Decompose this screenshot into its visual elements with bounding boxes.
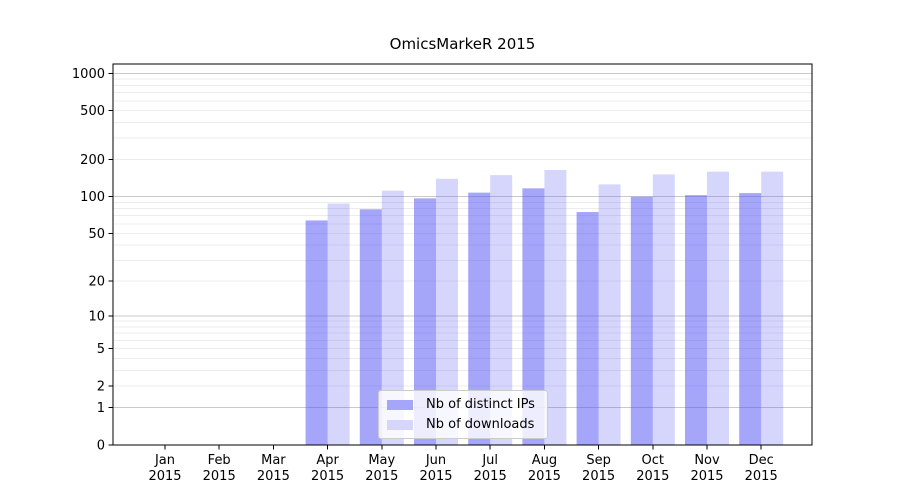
bar-downloads-jul xyxy=(490,175,513,445)
legend-swatch-distinct-ips xyxy=(387,399,413,410)
bar-distinct-ips-sep xyxy=(576,212,599,445)
x-tick-label-year-jul: 2015 xyxy=(474,469,507,484)
x-tick-label-year-jun: 2015 xyxy=(419,469,452,484)
x-tick-label-month-jun: Jun xyxy=(425,453,446,468)
bar-downloads-apr xyxy=(327,203,350,445)
x-tick-label-month-sep: Sep xyxy=(586,453,611,468)
x-tick-label-year-dec: 2015 xyxy=(745,469,778,484)
bar-downloads-oct xyxy=(652,174,675,445)
y-tick-label-2: 2 xyxy=(97,379,105,394)
x-tick-label-year-feb: 2015 xyxy=(203,469,236,484)
y-tick-label-1: 1 xyxy=(97,401,105,416)
x-tick-label-month-aug: Aug xyxy=(532,453,557,468)
y-tick-label-1000: 1000 xyxy=(72,67,105,82)
y-tick-label-100: 100 xyxy=(80,190,105,205)
y-tick-label-10: 10 xyxy=(88,310,105,325)
y-tick-label-0: 0 xyxy=(97,439,105,454)
x-tick-label-year-oct: 2015 xyxy=(636,469,669,484)
x-tick-label-month-jan: Jan xyxy=(154,453,175,468)
x-tick-label-month-oct: Oct xyxy=(642,453,664,468)
bar-distinct-ips-aug xyxy=(522,188,545,445)
bar-distinct-ips-jul xyxy=(468,192,491,445)
x-tick-label-month-dec: Dec xyxy=(749,453,774,468)
x-tick-label-year-may: 2015 xyxy=(365,469,398,484)
bar-distinct-ips-apr xyxy=(305,220,328,445)
legend-label-distinct-ips: Nb of distinct IPs xyxy=(426,397,535,412)
x-tick-label-month-apr: Apr xyxy=(316,453,339,468)
bar-distinct-ips-dec xyxy=(739,193,762,445)
x-tick-label-year-mar: 2015 xyxy=(257,469,290,484)
legend-row-downloads: Nb of downloads xyxy=(387,417,535,432)
x-tick-label-year-nov: 2015 xyxy=(690,469,723,484)
x-tick-label-year-jan: 2015 xyxy=(148,469,181,484)
bar-distinct-ips-nov xyxy=(685,195,707,445)
bar-distinct-ips-jun xyxy=(414,198,436,445)
x-tick-label-month-jul: Jul xyxy=(481,453,498,468)
x-tick-label-year-sep: 2015 xyxy=(582,469,615,484)
bar-downloads-aug xyxy=(544,170,567,445)
bar-downloads-may xyxy=(381,190,404,445)
bar-distinct-ips-oct xyxy=(630,196,653,445)
bar-downloads-nov xyxy=(707,171,729,445)
x-tick-label-month-feb: Feb xyxy=(208,453,231,468)
bar-distinct-ips-may xyxy=(359,209,382,445)
legend: Nb of distinct IPs Nb of downloads xyxy=(378,390,548,439)
y-tick-label-5: 5 xyxy=(97,342,105,357)
x-tick-label-month-may: May xyxy=(368,453,395,468)
x-tick-label-month-mar: Mar xyxy=(261,453,286,468)
y-tick-label-50: 50 xyxy=(88,227,105,242)
x-tick-label-year-aug: 2015 xyxy=(528,469,561,484)
bar-downloads-jun xyxy=(436,178,458,445)
legend-row-distinct-ips: Nb of distinct IPs xyxy=(387,397,535,412)
legend-swatch-downloads xyxy=(387,419,413,430)
bar-downloads-sep xyxy=(598,184,621,445)
bar-downloads-dec xyxy=(761,171,784,445)
chart-title: OmicsMarkeR 2015 xyxy=(389,35,536,53)
x-tick-label-year-apr: 2015 xyxy=(311,469,344,484)
y-tick-label-200: 200 xyxy=(80,153,105,168)
x-tick-label-month-nov: Nov xyxy=(694,453,720,468)
y-tick-label-20: 20 xyxy=(88,275,105,290)
plot-frame xyxy=(112,63,813,446)
y-tick-label-500: 500 xyxy=(80,104,105,119)
legend-label-downloads: Nb of downloads xyxy=(426,417,535,432)
